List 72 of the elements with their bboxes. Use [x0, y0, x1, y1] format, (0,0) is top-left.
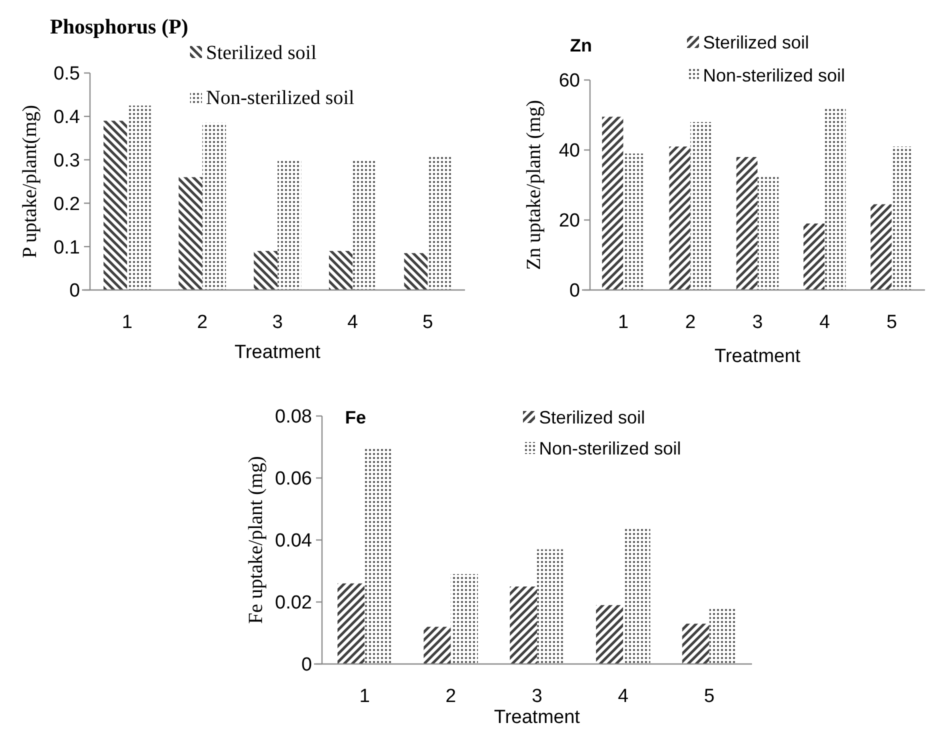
x-tick-label: 4 [347, 312, 358, 333]
x-axis-title: Treatment [234, 342, 322, 363]
y-tick-label: 0.08 [275, 406, 312, 428]
x-tick-label: 4 [819, 312, 830, 333]
y-tick-label: 0 [69, 280, 80, 302]
x-tick-label: 2 [446, 686, 456, 707]
x-tick-label: 4 [618, 686, 629, 707]
y-tick-label: 0.4 [54, 107, 80, 128]
y-tick-label: 60 [558, 70, 580, 92]
x-axis-title: Treatment [494, 707, 581, 728]
legend-label: Non-sterilized soil [539, 438, 682, 458]
y-tick-label: 0.3 [54, 150, 80, 172]
y-tick-label: 0.02 [275, 592, 312, 614]
y-axis-title: P uptake/plant(mg) [19, 104, 41, 258]
y-tick-label: 0 [301, 654, 312, 676]
y-tick-label: 0.2 [54, 194, 80, 215]
bar [758, 176, 779, 290]
bar [127, 106, 151, 290]
bar [202, 122, 226, 290]
bar [254, 250, 278, 290]
x-tick-label: 1 [122, 312, 132, 333]
bar [824, 108, 846, 290]
chart-title: Phosphorus (P) [50, 14, 188, 38]
bar [690, 122, 712, 290]
chart-title: Fe [345, 407, 366, 428]
y-tick-label: 20 [558, 210, 580, 232]
bar [709, 608, 736, 664]
bar [404, 253, 428, 290]
legend-label: Non-sterilized soil [703, 65, 846, 86]
x-tick-label: 5 [422, 312, 434, 333]
bar [682, 624, 710, 664]
bar [424, 626, 451, 664]
y-axis-title: Zn uptake/plant (mg) [523, 100, 545, 270]
bar [364, 447, 392, 664]
x-tick-label: 5 [886, 312, 898, 333]
y-tick-label: 0.1 [54, 237, 80, 258]
bar [428, 155, 452, 290]
bar [803, 224, 825, 290]
y-axis-title: Fe uptake/plant (mg) [245, 456, 267, 624]
x-tick-label: 2 [685, 312, 696, 333]
y-tick-label: 0 [569, 280, 580, 302]
bar [278, 160, 302, 290]
bar [178, 177, 202, 290]
legend-label: Sterilized soil [703, 32, 810, 52]
x-tick-label: 2 [197, 312, 208, 333]
bar [338, 583, 365, 664]
x-tick-label: 3 [752, 312, 763, 333]
bar [352, 160, 376, 290]
bar [328, 250, 353, 290]
y-tick-label: 40 [558, 140, 580, 162]
bar [537, 549, 564, 664]
legend-label: Non-sterilized soil [206, 87, 355, 109]
x-tick-label: 1 [618, 312, 629, 333]
chart-title: Zn [570, 35, 592, 56]
x-tick-label: 5 [704, 686, 715, 707]
bar [450, 574, 478, 664]
y-tick-label: 0.04 [275, 530, 312, 552]
y-tick-label: 0.5 [54, 64, 80, 85]
legend-label: Sterilized soil [539, 407, 646, 428]
x-axis-title: Treatment [714, 346, 802, 367]
bar [510, 586, 537, 664]
bar [596, 605, 624, 664]
x-tick-label: 3 [532, 686, 542, 707]
y-tick-label: 0.06 [275, 468, 312, 490]
bar [104, 120, 128, 290]
x-tick-label: 3 [272, 312, 283, 333]
bar [602, 116, 624, 290]
bar [669, 146, 690, 290]
bar [870, 204, 892, 290]
bar [736, 157, 758, 290]
legend-label: Sterilized soil [206, 42, 317, 64]
x-tick-label: 1 [359, 686, 370, 707]
